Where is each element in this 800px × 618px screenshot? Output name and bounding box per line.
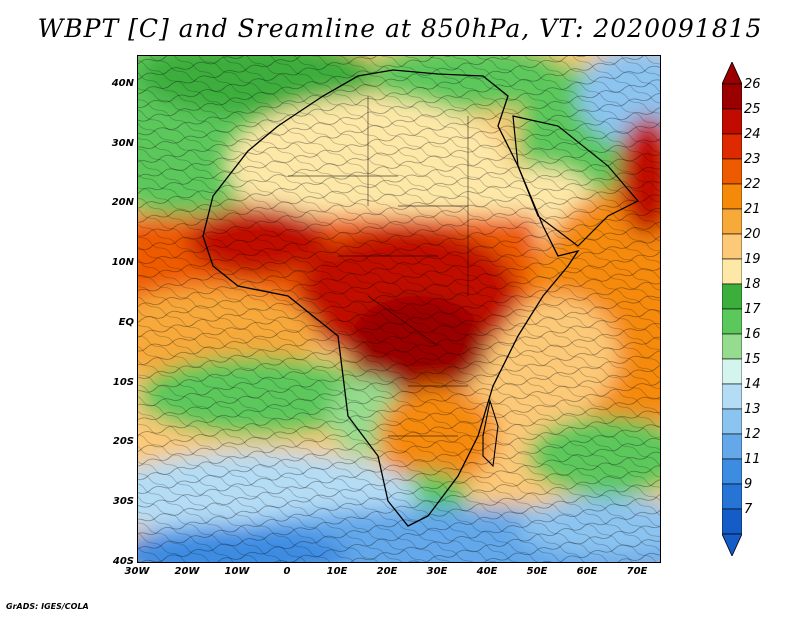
- lat-label-40s: 40S: [112, 556, 134, 567]
- colorbar-cell: [722, 508, 742, 535]
- lon-label-20e: 20E: [376, 566, 398, 577]
- colorbar-label: 19: [744, 252, 761, 267]
- colorbar-cell: [722, 433, 742, 460]
- colorbar-cell: [722, 358, 742, 385]
- colorbar-cell: [722, 208, 742, 235]
- colorbar-cell: [722, 233, 742, 260]
- lon-label-10w: 10W: [224, 566, 250, 577]
- colorbar-cell: [722, 283, 742, 310]
- colorbar-label: 18: [744, 277, 761, 292]
- colorbar-label: 13: [744, 402, 761, 417]
- lat-label-10s: 10S: [112, 377, 134, 388]
- colorbar-cell: [722, 408, 742, 435]
- colorbar-label: 9: [744, 477, 753, 492]
- lon-label-30e: 30E: [426, 566, 448, 577]
- colorbar-cell: [722, 458, 742, 485]
- colorbar-label: 16: [744, 327, 761, 342]
- colorbar-arrow-top: [722, 62, 742, 85]
- lon-label-40e: 40E: [476, 566, 498, 577]
- lat-label-30n: 30N: [111, 138, 134, 149]
- weather-map: [137, 55, 661, 563]
- lon-label-20w: 20W: [174, 566, 200, 577]
- colorbar-cell: [722, 383, 742, 410]
- colorbar-label: 26: [744, 77, 761, 92]
- colorbar-label: 17: [744, 302, 761, 317]
- colorbar-arrow-bottom: [722, 533, 742, 556]
- colorbar-label: 14: [744, 377, 761, 392]
- colorbar-cell: [722, 483, 742, 510]
- lat-label-40n: 40N: [111, 78, 134, 89]
- colorbar-cell: [722, 333, 742, 360]
- colorbar-cell: [722, 308, 742, 335]
- colorbar-label: 21: [744, 202, 761, 217]
- lat-label-20s: 20S: [112, 436, 134, 447]
- lon-label-10e: 10E: [326, 566, 348, 577]
- map-title: WBPT [C] and Sreamline at 850hPa, VT: 20…: [37, 14, 763, 43]
- colorbar: [722, 62, 742, 556]
- colorbar-label: 20: [744, 227, 761, 242]
- colorbar-cell: [722, 108, 742, 135]
- colorbar-cell: [722, 83, 742, 110]
- colorbar-cell: [722, 133, 742, 160]
- colorbar-label: 25: [744, 102, 761, 117]
- lon-label-70e: 70E: [626, 566, 648, 577]
- lat-label-30s: 30S: [112, 496, 134, 507]
- colorbar-label: 23: [744, 152, 761, 167]
- lon-label-30w: 30W: [124, 566, 150, 577]
- grads-credit: GrADS: IGES/COLA: [6, 602, 89, 611]
- colorbar-label: 22: [744, 177, 761, 192]
- colorbar-cell: [722, 258, 742, 285]
- colorbar-label: 11: [744, 452, 761, 467]
- colorbar-cell: [722, 158, 742, 185]
- lon-label-0: 0: [283, 566, 291, 577]
- map-field: [138, 56, 660, 562]
- lat-label-eq: EQ: [118, 317, 134, 328]
- lat-label-10n: 10N: [111, 257, 134, 268]
- lon-label-50e: 50E: [526, 566, 548, 577]
- colorbar-label: 24: [744, 127, 761, 142]
- lat-label-20n: 20N: [111, 197, 134, 208]
- colorbar-label: 7: [744, 502, 753, 517]
- colorbar-label: 15: [744, 352, 761, 367]
- colorbar-cell: [722, 183, 742, 210]
- lon-label-60e: 60E: [576, 566, 598, 577]
- colorbar-label: 12: [744, 427, 761, 442]
